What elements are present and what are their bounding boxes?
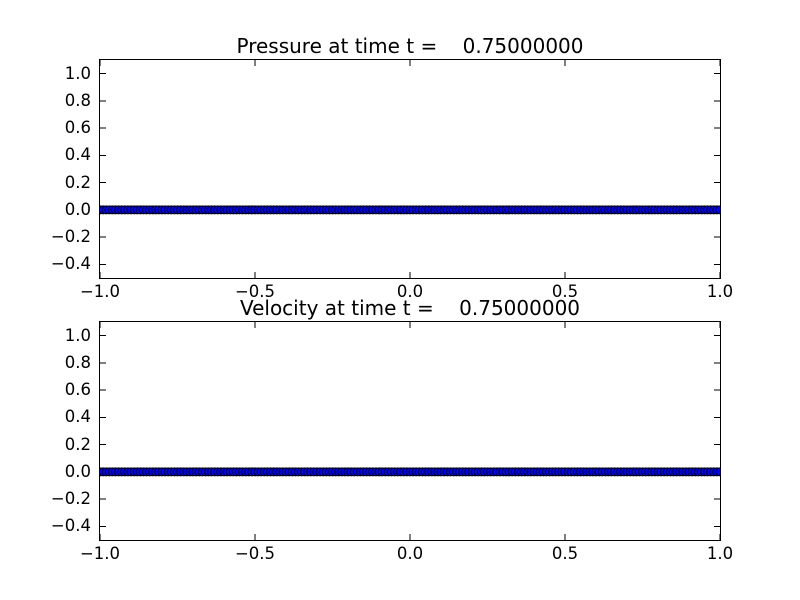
x-tick-label: 0.5 xyxy=(551,544,579,563)
pressure-subplot-title: Pressure at time t = 0.75000000 xyxy=(236,34,584,58)
pressure-plot-canvas xyxy=(100,60,720,278)
y-tick-label: 1.0 xyxy=(64,325,91,345)
tick-marks xyxy=(100,322,720,540)
y-tick-label: 0.2 xyxy=(64,434,91,454)
x-tick-label: 0.5 xyxy=(551,282,579,301)
tick-marks xyxy=(100,60,720,278)
pressure-series-markers xyxy=(100,205,720,215)
velocity-subplot-title: Velocity at time t = 0.75000000 xyxy=(239,296,581,320)
y-tick-label: 0.4 xyxy=(64,145,91,165)
x-tick-label: 0.0 xyxy=(396,544,424,563)
y-tick-label: 0.6 xyxy=(64,380,91,400)
y-tick-label: 0.0 xyxy=(64,199,91,219)
y-tick-label: 0.6 xyxy=(64,118,91,138)
velocity-axes: −1.0 −0.5 0.0 0.5 1.0 1.0 0.8 0.6 0.4 0.2 0.0 −0.2 −… xyxy=(51,321,733,563)
velocity-plot-canvas xyxy=(100,322,720,540)
velocity-series-markers xyxy=(100,467,720,477)
x-tick-label: −0.5 xyxy=(234,282,276,301)
x-tick-label: −1.0 xyxy=(79,544,121,563)
x-tick-label: −1.0 xyxy=(79,282,121,301)
y-tick-label: 0.0 xyxy=(64,461,91,481)
y-tick-label: −0.4 xyxy=(50,516,91,536)
y-tick-label: −0.2 xyxy=(50,489,91,509)
x-tick-label: 0.0 xyxy=(396,282,424,301)
y-tick-label: 0.8 xyxy=(64,90,91,110)
y-tick-label: 0.2 xyxy=(64,172,91,192)
x-tick-label: −0.5 xyxy=(234,544,276,563)
y-tick-label: −0.4 xyxy=(50,254,91,274)
y-tick-label: 0.4 xyxy=(64,407,91,427)
x-tick-label: 1.0 xyxy=(706,282,734,301)
y-tick-label: 0.8 xyxy=(64,352,91,372)
y-tick-label: 1.0 xyxy=(64,63,91,83)
x-tick-label: 1.0 xyxy=(706,544,734,563)
pressure-axes: −1.0 −0.5 0.0 0.5 1.0 1.0 0.8 0.6 0.4 0.2 0.0 −0.2 −… xyxy=(51,59,733,301)
y-tick-label: −0.2 xyxy=(50,227,91,247)
